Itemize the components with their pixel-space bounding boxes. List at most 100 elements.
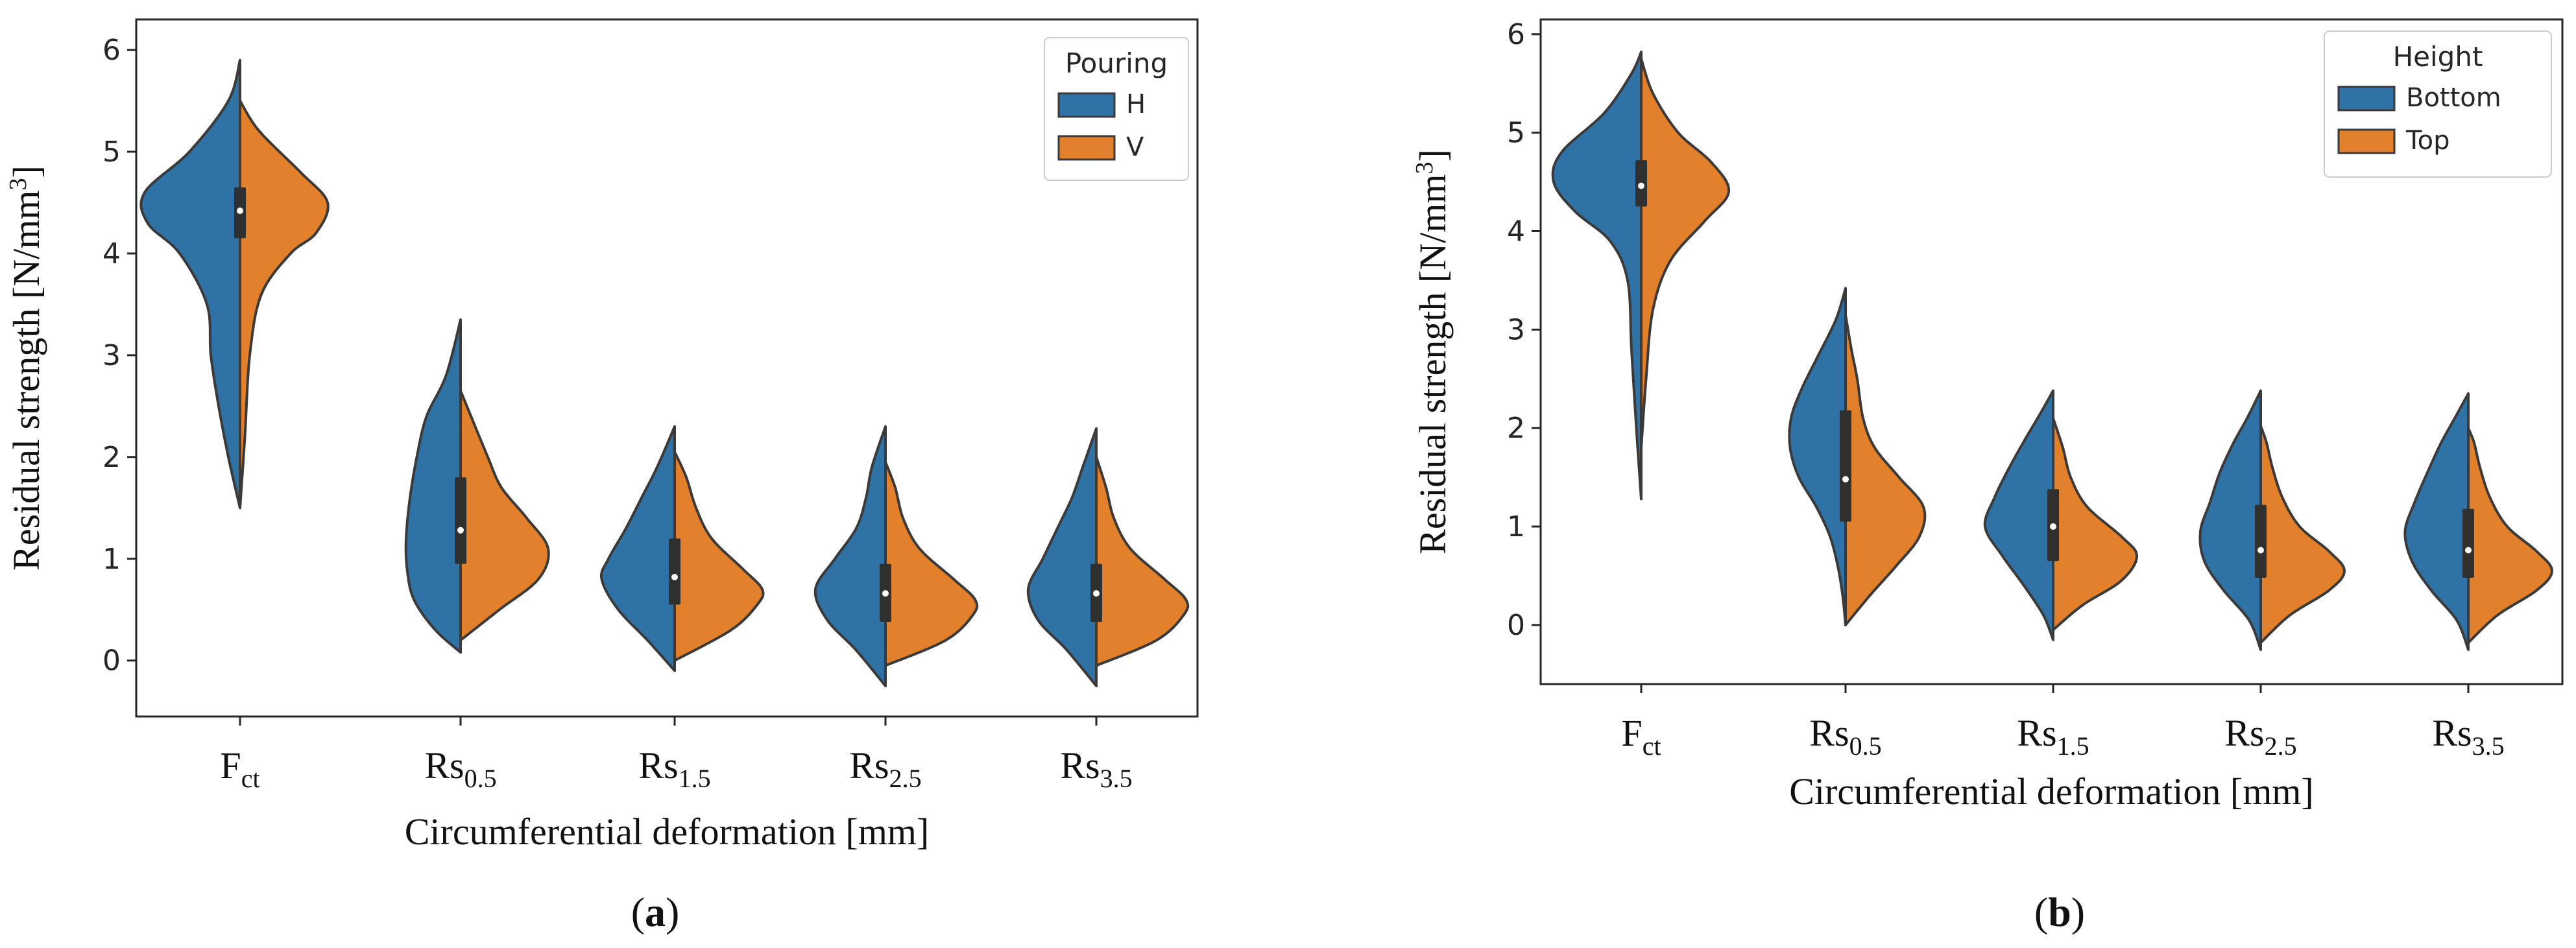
x-tick-label-base: F — [220, 744, 241, 787]
y-axis-label-end: ] — [1412, 149, 1454, 161]
y-axis-label: Residual strength [N/mm3] — [1411, 149, 1454, 554]
x-tick-label-sub: 2.5 — [889, 764, 922, 793]
violin-half-v — [239, 99, 330, 510]
legend-entry-top: Top — [2405, 126, 2450, 156]
x-tick-label: Rs3.5 — [1060, 744, 1132, 793]
y-tick-label: 2 — [1507, 412, 1525, 445]
x-tick-label: Fct — [220, 744, 259, 793]
violin-pair — [2198, 389, 2346, 651]
y-axis-label-superscript: 3 — [5, 178, 32, 190]
violin-median-dot — [882, 590, 889, 597]
violin-pair — [404, 318, 550, 654]
legend-swatch-v — [1057, 135, 1116, 161]
x-tick-label-sub: 0.5 — [1849, 731, 1882, 761]
x-tick-label-sub: ct — [241, 764, 260, 793]
x-tick-label: Rs0.5 — [424, 744, 496, 793]
panel-label-open: ( — [631, 889, 645, 935]
panel-label-close: ) — [666, 889, 679, 935]
x-tick-label: Fct — [1621, 712, 1661, 761]
violin-half-v — [884, 460, 979, 667]
x-tick-label-base: Rs — [2017, 712, 2056, 754]
violin-inner-box — [1840, 410, 1851, 522]
violin-pair — [813, 425, 979, 687]
legend-entry-v: V — [1126, 132, 1144, 162]
x-tick-label-base: Rs — [1809, 712, 1849, 754]
y-tick-label: 3 — [102, 339, 121, 372]
legend-title: Height — [2393, 41, 2483, 73]
violin-half-bottom — [2403, 392, 2470, 651]
x-tick-label-sub: ct — [1643, 731, 1661, 761]
panel-label-letter: a — [645, 889, 666, 935]
y-tick-label: 2 — [102, 441, 121, 474]
x-tick-label-sub: 1.5 — [679, 764, 711, 793]
violin-pair — [1026, 427, 1190, 687]
y-tick-label: 6 — [1507, 18, 1525, 51]
violin-median-dot — [1842, 476, 1849, 483]
x-tick-label-base: F — [1621, 712, 1642, 754]
x-tick-label: Rs2.5 — [849, 744, 921, 793]
violin-half-top — [1640, 57, 1731, 449]
x-tick-label-base: Rs — [1060, 744, 1100, 787]
y-axis-label-superscript: 3 — [1411, 161, 1438, 174]
legend-entry-h: H — [1126, 89, 1146, 119]
x-tick-label-base: Rs — [2432, 712, 2472, 754]
violin-half-top — [2052, 417, 2138, 632]
violin-half-v — [673, 451, 765, 662]
violin-half-h — [404, 318, 462, 654]
x-tick-label: Rs2.5 — [2224, 712, 2296, 761]
y-axis-label-main: Residual strength [N/mm — [1412, 174, 1454, 554]
legend-title: Pouring — [1065, 47, 1168, 79]
x-tick-label-sub: 2.5 — [2265, 731, 2297, 761]
legend-swatch-top — [2337, 128, 2396, 154]
panel-label: (b) — [2034, 889, 2085, 935]
plot-frame — [135, 18, 1199, 718]
x-tick-label-base: Rs — [2224, 712, 2264, 754]
y-tick-label: 1 — [102, 543, 121, 576]
violin-pair — [1983, 389, 2138, 641]
violin-half-bottom — [1788, 287, 1847, 626]
violin-inner-box — [455, 477, 466, 564]
violin-half-h — [1026, 427, 1098, 687]
violin-half-bottom — [1551, 51, 1643, 501]
violin-half-v — [459, 389, 550, 642]
x-tick-label-base: Rs — [638, 744, 678, 787]
violin-half-h — [139, 58, 241, 510]
violin-half-bottom — [1983, 389, 2054, 641]
violin-half-h — [599, 425, 676, 672]
y-tick-label: 6 — [102, 34, 121, 67]
x-tick-label-base: Rs — [849, 744, 889, 787]
x-axis-label: Circumferential deformation [mm] — [1789, 770, 2314, 812]
violin-half-top — [1844, 313, 1927, 626]
x-tick-label: Rs0.5 — [1809, 712, 1881, 761]
x-tick-label-sub: 3.5 — [1100, 764, 1133, 793]
y-tick-label: 4 — [1507, 215, 1525, 248]
x-tick-label-sub: 1.5 — [2057, 731, 2089, 761]
x-tick-label-sub: 0.5 — [464, 764, 497, 793]
y-tick-label: 4 — [102, 237, 121, 270]
y-tick-label: 5 — [102, 136, 121, 169]
violin-median-dot — [671, 574, 678, 580]
violin-inner-box — [2462, 508, 2474, 578]
violin-half-top — [2259, 425, 2346, 645]
y-tick-label: 3 — [1507, 313, 1525, 346]
legend: Height Bottom Top — [2324, 30, 2552, 178]
x-tick-label-base: Rs — [424, 744, 464, 787]
y-axis-label: Residual strength [N/mm3] — [5, 165, 47, 571]
violin-median-dot — [2465, 547, 2472, 554]
violin-median-dot — [457, 527, 464, 534]
y-tick-label: 0 — [1507, 609, 1525, 642]
x-tick-label: Rs3.5 — [2432, 712, 2504, 761]
violin-half-top — [2467, 427, 2553, 645]
violin-pair — [2403, 392, 2553, 651]
y-tick-label: 5 — [1507, 117, 1525, 150]
x-tick-label: Rs1.5 — [638, 744, 710, 793]
panel-label-letter: b — [2048, 889, 2071, 935]
legend-swatch-h — [1057, 92, 1116, 118]
violin-median-dot — [2050, 523, 2056, 530]
violin-median-dot — [2257, 547, 2264, 554]
y-tick-label: 1 — [1507, 510, 1525, 543]
violin-pair — [1551, 51, 1731, 501]
violin-pair — [599, 425, 765, 672]
